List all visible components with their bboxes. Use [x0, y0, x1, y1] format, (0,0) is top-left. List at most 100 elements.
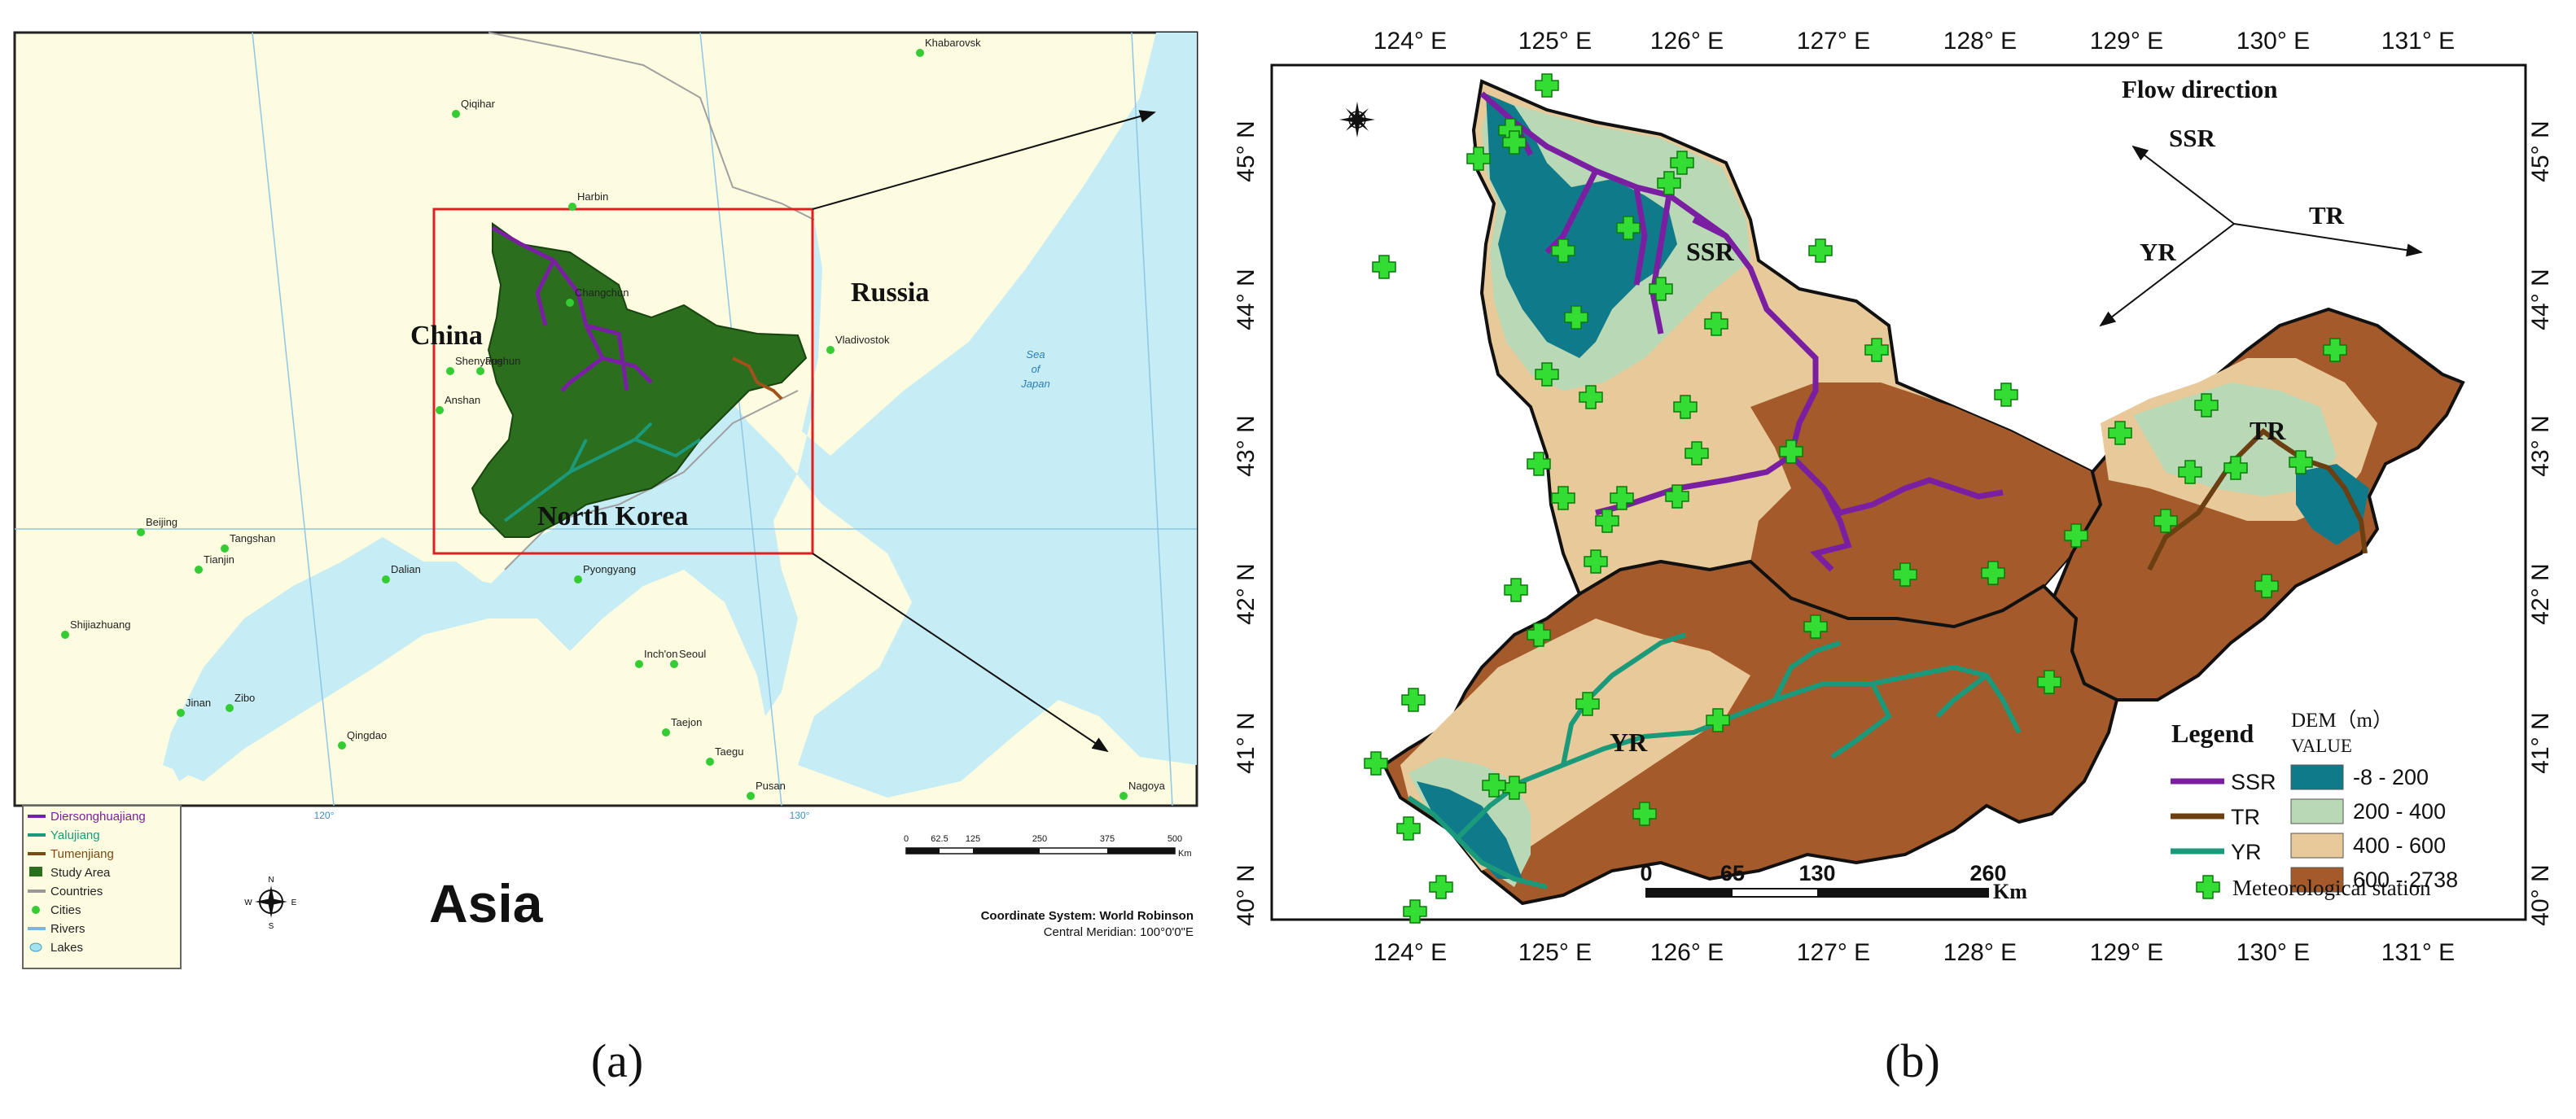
meteorological-station-icon[interactable] [1779, 439, 1803, 464]
meteorological-station-icon[interactable] [1981, 561, 2005, 585]
legend-b-river-yr: YR [2171, 840, 2262, 864]
meteorological-station-icon[interactable] [1579, 385, 1603, 409]
meteorological-station-icon[interactable] [2289, 450, 2313, 474]
scale-b-tick: 65 [1720, 861, 1745, 885]
city-harbin[interactable]: Harbin [568, 190, 608, 211]
city-taejon[interactable]: Taejon [662, 716, 702, 737]
city-dalian[interactable]: Dalian [382, 563, 421, 584]
city-anshan[interactable]: Anshan [436, 394, 480, 414]
lat-label-right: 41° N [2527, 712, 2554, 773]
meteorological-station-icon[interactable] [1595, 509, 1619, 533]
meteorological-station-icon[interactable] [1403, 899, 1427, 924]
coord-system-text: Coordinate System: World Robinson [981, 909, 1194, 923]
meteorological-station-icon[interactable] [1575, 692, 1600, 716]
meteorological-station-icon[interactable] [2323, 338, 2347, 362]
meteorological-station-icon[interactable] [2064, 523, 2088, 548]
meteorological-station-icon[interactable] [1502, 130, 1527, 155]
city-seoul[interactable]: Seoul [670, 648, 706, 668]
svg-text:Shenyang: Shenyang [455, 355, 503, 367]
city-jinan[interactable]: Jinan [177, 697, 211, 717]
city-vladivostok[interactable]: Vladivostok [826, 334, 890, 354]
scale-unit-a: Km [1178, 849, 1192, 859]
meteorological-station-icon[interactable] [1535, 73, 1559, 98]
lon-label-bottom: 127° E [1797, 939, 1870, 966]
meteorological-station-icon[interactable] [1527, 623, 1551, 647]
meteorological-station-icon[interactable] [1527, 452, 1551, 476]
meteorological-station-icon[interactable] [2254, 574, 2279, 598]
city-markers: Khabarovsk Qiqihar Harbin Changchun Vladivos… [61, 37, 1166, 800]
meteorological-station-icon[interactable] [1564, 305, 1588, 330]
lon-label-bottom: 130° E [2236, 939, 2310, 966]
meteorological-station-icon[interactable] [1401, 688, 1426, 712]
scale-b-tick: 130 [1798, 861, 1835, 885]
flow-arrow-tr [2233, 223, 2423, 257]
meteorological-station-icon[interactable] [2037, 670, 2061, 694]
meteorological-station-icon[interactable] [2223, 456, 2248, 480]
meteorological-station-icon[interactable] [1551, 486, 1575, 510]
svg-text:Rivers: Rivers [50, 922, 85, 936]
meteorological-station-icon[interactable] [1670, 151, 1694, 175]
meteorological-station-icon[interactable] [1665, 484, 1689, 509]
city-changchun[interactable]: Changchun [566, 286, 629, 307]
meteorological-station-icon[interactable] [1610, 486, 1634, 510]
lat-label-left: 40° N [1233, 864, 1260, 925]
meteorological-station-icon[interactable] [1584, 549, 1608, 574]
scale-a-tick: 500 [1168, 834, 1182, 844]
meteorological-station-icon[interactable] [1864, 338, 1889, 362]
panel-a-legend: Diersonghuajiang Yalujiang Tumenjiang Study… [28, 810, 146, 955]
meteorological-station-icon[interactable] [1466, 146, 1491, 171]
svg-text:Khabarovsk: Khabarovsk [925, 37, 981, 49]
svg-text:TR: TR [2231, 805, 2260, 829]
city-khabarovsk[interactable]: Khabarovsk [916, 37, 981, 57]
meteorological-station-icon[interactable] [2194, 393, 2219, 417]
city-beijing[interactable]: Beijing [137, 516, 177, 536]
city-taegu[interactable]: Taegu [706, 745, 743, 766]
city-tianjin[interactable]: Tianjin [195, 553, 234, 574]
legend-a-item: Diersonghuajiang [28, 810, 146, 824]
meteorological-station-icon[interactable] [1657, 171, 1681, 195]
meteorological-station-icon[interactable] [1372, 255, 1396, 279]
meteorological-station-icon[interactable] [1551, 238, 1575, 263]
svg-text:-8 - 200: -8 - 200 [2353, 765, 2429, 789]
city-zibo[interactable]: Zibo [226, 692, 255, 712]
meteorological-station-icon[interactable] [1893, 562, 1917, 587]
meteorological-station-icon[interactable] [1364, 751, 1388, 776]
lon-label-bottom: 124° E [1373, 939, 1447, 966]
city-qingdao[interactable]: Qingdao [338, 729, 387, 750]
meteorological-station-icon[interactable] [1482, 773, 1506, 798]
city-shijiazhuang[interactable]: Shijiazhuang [61, 619, 130, 639]
meteorological-station-icon[interactable] [1396, 816, 1421, 841]
city-nagoya[interactable]: Nagoya [1119, 780, 1166, 800]
city-inchon[interactable]: Inch'on [635, 648, 678, 668]
meteorological-station-icon[interactable] [1803, 614, 1828, 639]
station-legend-label: Meteorological station [2232, 876, 2431, 900]
city-fushun[interactable]: Fushun [476, 355, 520, 375]
svg-text:N: N [268, 876, 274, 885]
legend-b-river-tr: TR [2171, 805, 2260, 829]
city-pyongyang[interactable]: Pyongyang [574, 563, 636, 584]
meteorological-station-icon[interactable] [1706, 708, 1730, 732]
study-area-polygon[interactable] [471, 222, 808, 538]
legend-b-title: Legend [2171, 719, 2254, 748]
city-shenyang[interactable]: Shenyang [446, 355, 503, 375]
meteorological-station-icon[interactable] [2108, 421, 2132, 445]
meteorological-station-icon[interactable] [1632, 802, 1657, 826]
meteorological-station-icon[interactable] [1616, 216, 1641, 240]
city-tangshan[interactable]: Tangshan [221, 532, 275, 553]
meteorological-station-icon[interactable] [2153, 509, 2178, 533]
meteorological-station-icon[interactable] [1808, 238, 1833, 263]
meteorological-station-icon[interactable] [1704, 312, 1728, 336]
lon-label-bottom: 129° E [2090, 939, 2163, 966]
meteorological-station-icon[interactable] [1684, 441, 1709, 466]
panel-b-scale-bar [1645, 888, 1989, 898]
meteorological-station-icon[interactable] [1649, 277, 1673, 301]
meteorological-station-icon[interactable] [2178, 460, 2202, 484]
meteorological-station-icon[interactable] [1535, 362, 1559, 387]
meteorological-station-icon[interactable] [1429, 875, 1453, 899]
meteorological-station-icon[interactable] [1673, 395, 1698, 419]
city-qiqihar[interactable]: Qiqihar [452, 98, 496, 118]
sea-label-line2: of [1032, 363, 1041, 375]
city-pusan[interactable]: Pusan [747, 780, 786, 800]
meteorological-station-icon[interactable] [1994, 382, 2018, 407]
meteorological-station-icon[interactable] [1504, 578, 1528, 602]
